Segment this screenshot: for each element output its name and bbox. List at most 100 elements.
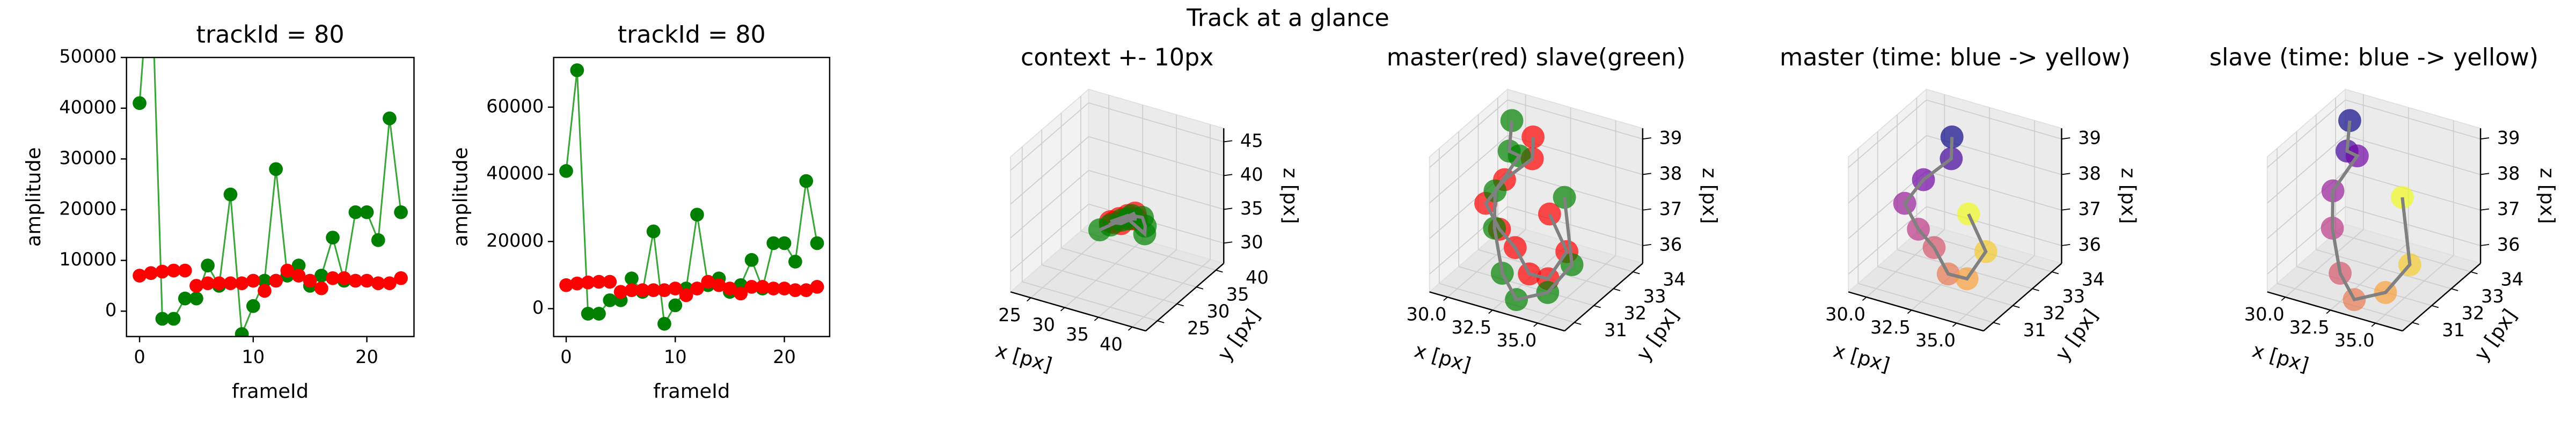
series-line bbox=[1902, 137, 1988, 281]
x-tick-label: 10 bbox=[664, 346, 687, 367]
point bbox=[314, 281, 328, 295]
x-tick bbox=[1862, 297, 1867, 301]
grid-line bbox=[1041, 264, 1177, 305]
point bbox=[235, 327, 249, 337]
x-tick bbox=[2371, 322, 2376, 327]
z-tick-label: 39 bbox=[2078, 128, 2101, 149]
grid-line bbox=[1926, 206, 2062, 246]
point bbox=[559, 278, 573, 292]
axis-line bbox=[1010, 291, 1146, 332]
grid-line bbox=[1010, 203, 1089, 272]
x-tick-label: 30.0 bbox=[2244, 304, 2285, 325]
grid-line bbox=[2296, 266, 2432, 306]
y-tick-label: 34 bbox=[2500, 269, 2523, 290]
y-tick-label: 40 bbox=[1246, 267, 1269, 288]
z-tick bbox=[2480, 243, 2490, 246]
point bbox=[258, 273, 272, 288]
point bbox=[603, 293, 617, 307]
point bbox=[777, 236, 792, 250]
point bbox=[592, 275, 606, 289]
z-tick bbox=[1642, 208, 1651, 211]
z-tick bbox=[2480, 137, 2490, 140]
series-line bbox=[1483, 137, 1569, 281]
x-tick-label: 20 bbox=[773, 346, 796, 367]
grid-line bbox=[1956, 255, 2035, 324]
point bbox=[657, 283, 671, 297]
point bbox=[613, 285, 628, 299]
point bbox=[603, 275, 617, 289]
z-tick bbox=[1642, 173, 1651, 175]
point bbox=[788, 283, 802, 297]
z-tick bbox=[1642, 137, 1651, 140]
x-axis-label: frameId bbox=[653, 380, 730, 403]
x-tick bbox=[1533, 322, 1538, 327]
point bbox=[570, 276, 584, 291]
y-tick-label: 50000 bbox=[59, 46, 116, 67]
y-tick-label: 40000 bbox=[486, 163, 544, 184]
point bbox=[646, 283, 661, 297]
z-tick bbox=[2061, 208, 2070, 211]
y-axis-label: amplitude bbox=[449, 147, 472, 247]
z-axis-label: z [px] bbox=[2117, 168, 2140, 224]
x-axis-label: frameId bbox=[232, 380, 309, 403]
x-tick-label: 40 bbox=[1100, 334, 1123, 354]
grid-line bbox=[2345, 171, 2481, 211]
x-tick-label: 30.0 bbox=[1406, 304, 1446, 325]
point bbox=[246, 273, 260, 288]
y-tick bbox=[1157, 320, 1165, 323]
y-tick-label: 20000 bbox=[59, 198, 116, 219]
point bbox=[178, 291, 192, 306]
point bbox=[166, 312, 181, 326]
z-tick-label: 37 bbox=[1659, 198, 1682, 219]
z-tick-label: 37 bbox=[2078, 198, 2101, 219]
x-tick-label: 30 bbox=[1032, 314, 1055, 335]
z-tick bbox=[1224, 208, 1233, 210]
point bbox=[810, 236, 824, 250]
y-tick-label: 31 bbox=[2442, 320, 2465, 341]
y-tick bbox=[1196, 286, 1204, 290]
grid-line bbox=[1926, 171, 2062, 211]
axis-line bbox=[1983, 263, 2062, 332]
x-tick bbox=[1488, 309, 1493, 314]
grid-line bbox=[1022, 281, 1158, 322]
grid-line bbox=[1010, 170, 1089, 239]
grid-line bbox=[1098, 249, 1177, 318]
x-axis-label: x [px] bbox=[993, 339, 1055, 377]
chart-title: context +- 10px bbox=[1021, 44, 1214, 71]
grid-line bbox=[1877, 266, 2013, 306]
z-tick-label: 35 bbox=[1240, 198, 1263, 219]
y-tick-label: 25 bbox=[1187, 318, 1210, 339]
chart-title: trackId = 80 bbox=[618, 21, 766, 48]
y-tick-label: 33 bbox=[2481, 286, 2504, 307]
grid-line bbox=[2335, 232, 2471, 272]
point bbox=[303, 273, 317, 288]
z-tick bbox=[1642, 243, 1651, 246]
y-tick-label: 30 bbox=[1206, 301, 1230, 322]
grid-line bbox=[1061, 247, 1197, 288]
y-axis-label: amplitude bbox=[22, 147, 45, 247]
point bbox=[212, 276, 226, 291]
y-tick bbox=[1613, 288, 1621, 291]
z-axis-label: z [px] bbox=[1698, 168, 1721, 224]
z-tick-label: 36 bbox=[2078, 234, 2101, 255]
z-tick bbox=[2061, 137, 2070, 140]
grid-line bbox=[1010, 102, 1089, 171]
y-tick-label: 31 bbox=[2023, 320, 2046, 341]
grid-line bbox=[1926, 99, 2062, 140]
y-tick bbox=[2431, 305, 2439, 308]
x-tick bbox=[1443, 297, 1448, 301]
grid-line bbox=[1848, 135, 1927, 204]
grid-line bbox=[1507, 206, 1643, 246]
grid-line bbox=[1507, 99, 1643, 140]
point bbox=[314, 269, 328, 283]
point bbox=[744, 253, 759, 267]
point bbox=[269, 273, 283, 288]
point bbox=[712, 278, 726, 292]
point bbox=[223, 276, 238, 291]
point bbox=[723, 282, 737, 295]
x-tick bbox=[2281, 297, 2286, 301]
y-tick-label: 31 bbox=[1604, 320, 1627, 341]
plot-area bbox=[133, 57, 408, 337]
z-tick-label: 45 bbox=[1240, 130, 1263, 151]
point bbox=[326, 271, 340, 285]
